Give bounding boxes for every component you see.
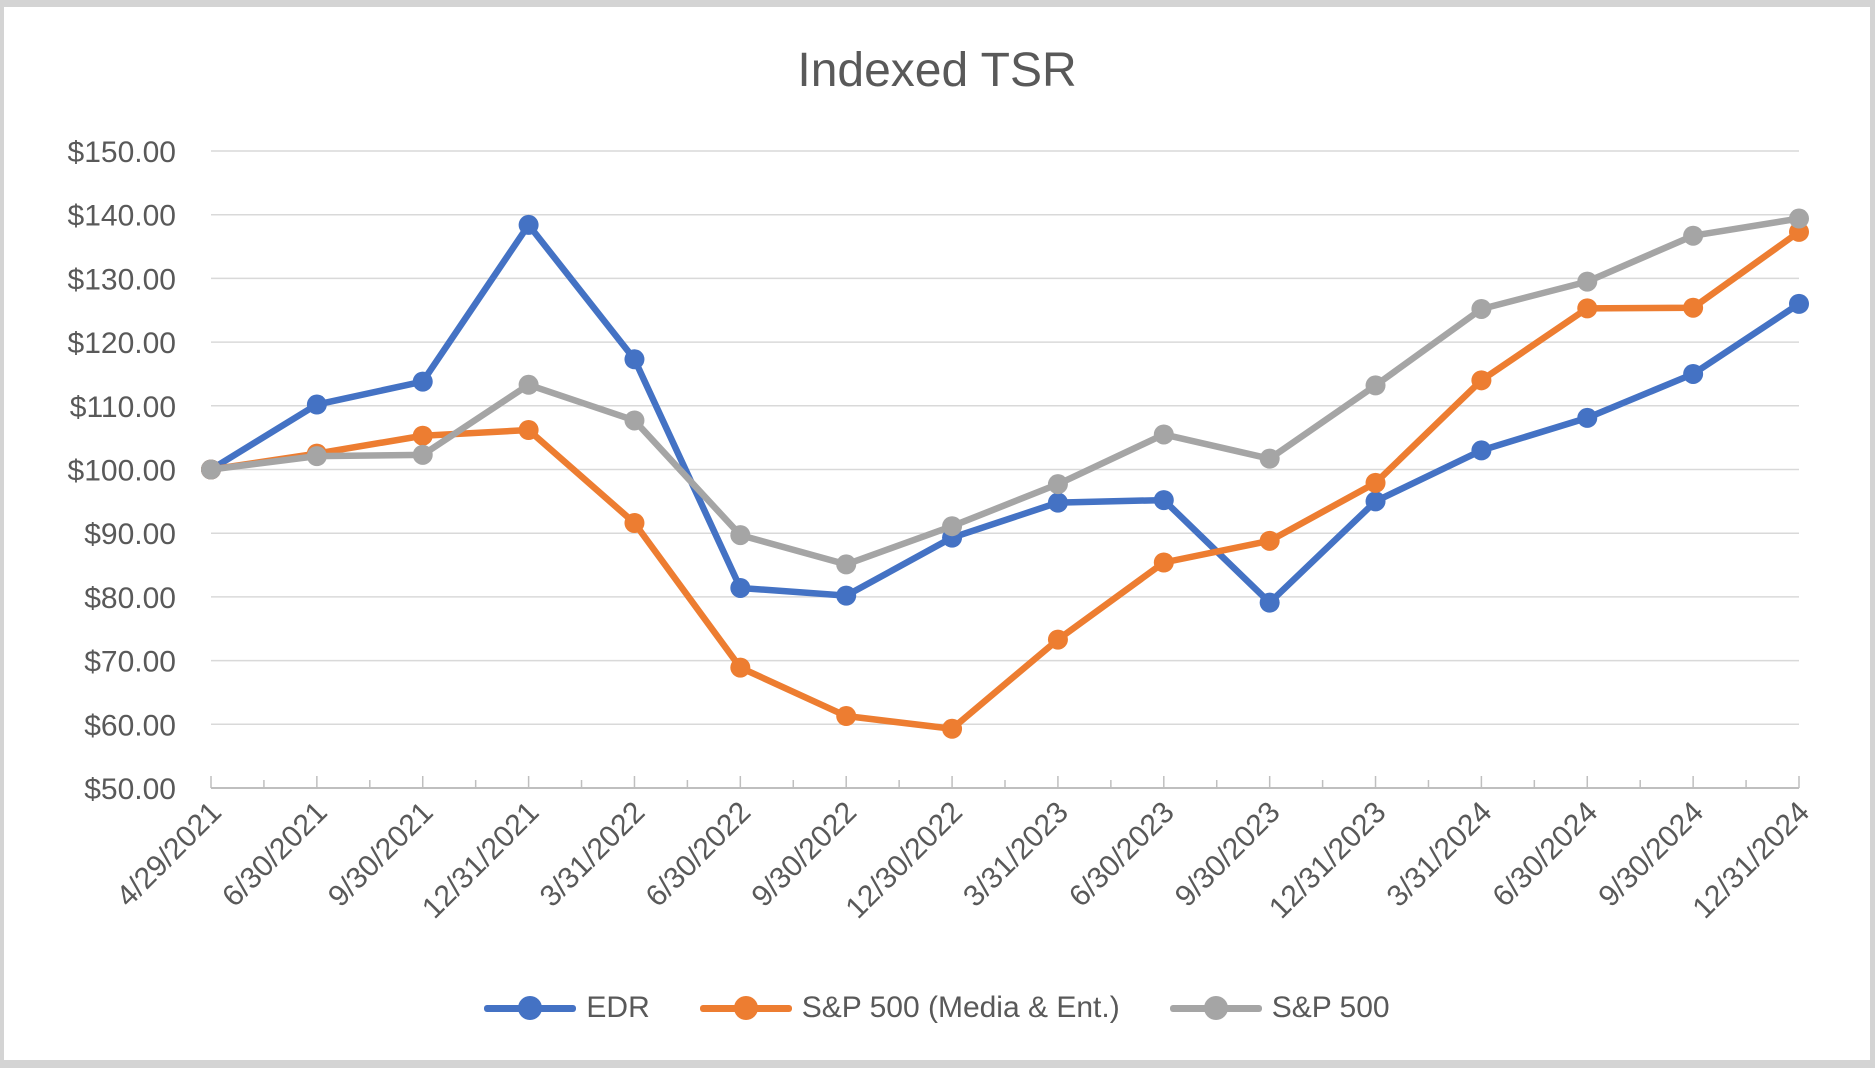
- x-axis-labels: 4/29/20216/30/20219/30/202112/31/20213/3…: [110, 796, 1816, 926]
- series-line: [207, 215, 1803, 568]
- data-point: [730, 577, 751, 598]
- data-point: [1153, 490, 1174, 511]
- data-point: [1259, 530, 1280, 551]
- data-point: [1153, 552, 1174, 573]
- data-point: [201, 459, 221, 480]
- series-edr: [201, 214, 1809, 613]
- x-tick-label: 6/30/2024: [1487, 796, 1605, 914]
- x-tick-label: 3/31/2022: [534, 796, 652, 914]
- data-point: [730, 657, 751, 678]
- data-point: [1471, 370, 1492, 391]
- legend-item: S&P 500: [1169, 991, 1390, 1025]
- data-point: [1789, 293, 1809, 314]
- legend: EDR S&P 500 (Media & Ent.) S&P 500: [4, 991, 1870, 1025]
- data-point: [1047, 492, 1068, 513]
- x-axis-ticks: [210, 776, 1800, 788]
- y-axis-labels: $50.00 $60.00 $70.00 $80.00 $90.00 $100.00 $11…: [68, 136, 176, 806]
- data-point: [1365, 375, 1386, 396]
- gridlines: [211, 150, 1799, 789]
- x-tick-label: 3/31/2024: [1381, 796, 1499, 914]
- data-point: [412, 371, 433, 392]
- data-point: [306, 446, 327, 467]
- x-tick-label: 4/29/2021: [110, 796, 228, 914]
- data-point: [518, 420, 539, 441]
- data-point: [1577, 271, 1598, 292]
- data-point: [518, 214, 539, 235]
- data-point: [624, 349, 645, 370]
- tsr-line-chart: $50.00 $60.00 $70.00 $80.00 $90.00 $100.00 $11…: [68, 136, 1816, 926]
- legend-item: EDR: [484, 991, 650, 1025]
- y-tick-label: $100.00: [68, 455, 176, 488]
- legend-label: S&P 500 (Media & Ent.): [801, 991, 1120, 1024]
- data-point: [1683, 363, 1704, 384]
- data-point: [1047, 474, 1068, 495]
- series-s-p-500: [201, 208, 1809, 575]
- y-tick-label: $120.00: [68, 327, 176, 360]
- data-point: [624, 410, 645, 431]
- legend-label: S&P 500: [1271, 991, 1390, 1024]
- data-point: [1683, 297, 1704, 318]
- legend-marker-icon: [484, 995, 577, 1021]
- data-point: [1471, 440, 1492, 461]
- y-tick-label: $140.00: [68, 200, 176, 233]
- data-point: [1365, 472, 1386, 493]
- data-point: [836, 554, 857, 575]
- data-point: [1577, 298, 1598, 319]
- data-point: [1683, 225, 1704, 246]
- series-line: [207, 228, 1803, 733]
- data-point: [730, 525, 751, 546]
- x-tick-label: 6/30/2022: [640, 796, 758, 914]
- data-point: [1365, 491, 1386, 512]
- data-point: [836, 585, 857, 606]
- data-point: [306, 394, 327, 415]
- data-point: [1789, 208, 1809, 229]
- legend-marker-icon: [1169, 995, 1262, 1021]
- chart-title: Indexed TSR: [797, 44, 1077, 97]
- x-tick-label: 6/30/2021: [216, 796, 334, 914]
- data-point: [1153, 424, 1174, 445]
- data-point: [1047, 629, 1068, 650]
- series-line: [207, 221, 1803, 606]
- data-point: [624, 513, 645, 534]
- y-tick-label: $60.00: [84, 709, 176, 742]
- legend-item: S&P 500 (Media & Ent.): [699, 991, 1120, 1025]
- data-point: [1259, 448, 1280, 469]
- data-point: [1471, 298, 1492, 319]
- data-point: [836, 706, 857, 727]
- y-tick-label: $90.00: [84, 518, 176, 551]
- data-point: [942, 516, 963, 537]
- data-point: [518, 374, 539, 395]
- y-tick-label: $70.00: [84, 646, 176, 679]
- data-point: [942, 718, 963, 739]
- data-point: [412, 425, 433, 446]
- x-tick-label: 3/31/2023: [957, 796, 1075, 914]
- data-point: [412, 444, 433, 465]
- y-tick-label: $110.00: [70, 391, 176, 424]
- y-tick-label: $130.00: [68, 263, 176, 296]
- x-tick-label: 6/30/2023: [1063, 796, 1181, 914]
- y-tick-label: $50.00: [84, 773, 176, 806]
- legend-label: EDR: [586, 991, 650, 1024]
- data-point: [1259, 592, 1280, 613]
- y-tick-label: $150.00: [68, 136, 176, 169]
- data-point: [1577, 407, 1598, 428]
- legend-marker-icon: [699, 995, 792, 1021]
- y-tick-label: $80.00: [84, 582, 176, 615]
